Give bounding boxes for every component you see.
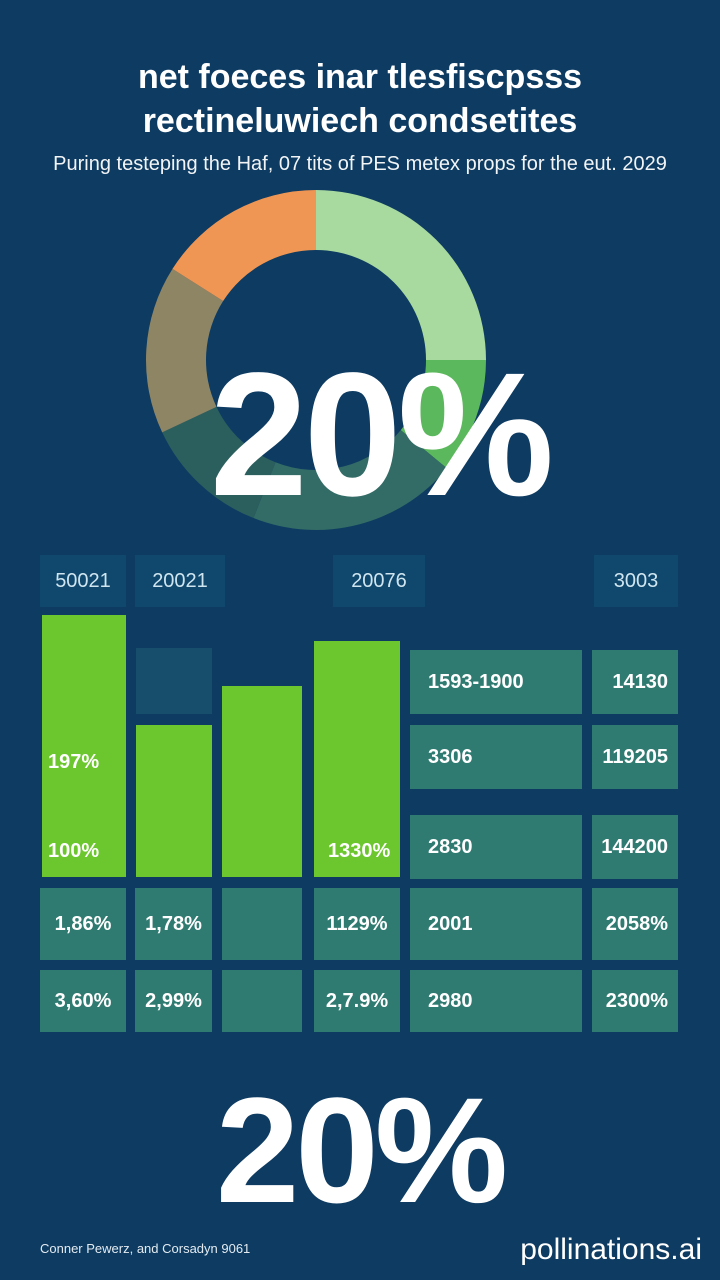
bar-data-label: 100%: [48, 840, 100, 862]
donut-slice-1: [400, 360, 486, 469]
table-cell: 2300%: [592, 970, 678, 1032]
table-cell: 2,99%: [135, 970, 212, 1032]
column-header: 50021: [40, 555, 126, 607]
footer-credit: Conner Pewerz, and Corsadyn 9061: [40, 1241, 251, 1256]
bar-3: [314, 641, 400, 877]
table-cell: 144200: [592, 815, 678, 879]
column-header: 20076: [333, 555, 425, 607]
table-cell: [222, 970, 302, 1032]
table-cell: 3,60%: [40, 970, 126, 1032]
title-line-1: net foeces inar tlesfiscpsss: [137, 58, 583, 96]
table-cell: 1593-1900: [410, 650, 582, 714]
bar-data-label: 197%: [48, 751, 100, 773]
table-cell: 2980: [410, 970, 582, 1032]
bar-data-label: 1330%: [328, 840, 391, 862]
donut-chart: [146, 190, 486, 531]
donut-slice-3: [162, 406, 276, 519]
table-cell: 3306: [410, 725, 582, 789]
donut-slice-4: [146, 268, 224, 433]
title-line-2: rectineluwiech condsetites: [142, 102, 578, 140]
table-cell: 119205: [592, 725, 678, 789]
subtitle: Puring testeping the Haf, 07 tits of PES…: [53, 153, 667, 175]
table-cell: [222, 888, 302, 960]
donut-slice-0: [316, 190, 486, 360]
donut-slice-5: [172, 190, 316, 302]
table-cell: 2001: [410, 888, 582, 960]
table-cell: 2058%: [592, 888, 678, 960]
column-header: 3003: [594, 555, 678, 607]
big-stat-bottom: 20%: [215, 1066, 508, 1234]
table-cell: 14130: [592, 650, 678, 714]
bar-0: [42, 615, 126, 877]
donut-slice-2: [253, 430, 447, 531]
table-cell: 1129%: [314, 888, 400, 960]
donut-center-label: 20%: [209, 337, 554, 533]
table-cell: 1,78%: [135, 888, 212, 960]
watermark[interactable]: pollinations.ai: [520, 1233, 702, 1266]
table-cell: 2830: [410, 815, 582, 879]
table-cell: 2,7.9%: [314, 970, 400, 1032]
bar-2: [222, 686, 302, 877]
table-cell: 1,86%: [40, 888, 126, 960]
bar-1: [136, 725, 212, 877]
column-header: 20021: [135, 555, 225, 607]
table-cell: [136, 648, 212, 714]
